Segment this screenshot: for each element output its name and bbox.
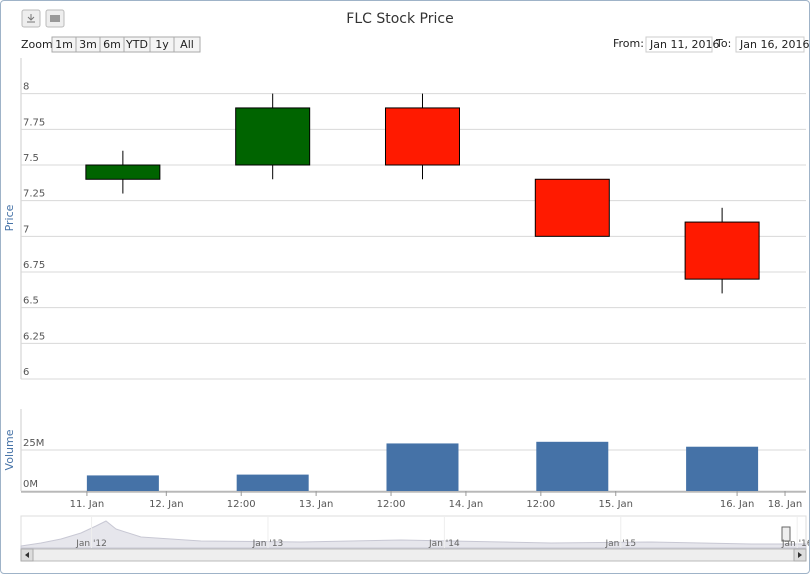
navigator-tick-label: Jan '14 [428,539,460,549]
zoom-button-label: 3m [79,38,97,51]
to-input[interactable] [735,36,805,53]
from-label: From: [613,37,644,50]
to-label: To: [715,37,731,50]
y-tick-label: 6.5 [23,296,39,307]
from-value: Jan 11, 2016 [649,38,719,51]
zoom-label: Zoom [21,38,53,51]
volume-bar [86,475,159,491]
volume-bar [686,446,759,491]
x-tick-label: 18. Jan [768,499,803,510]
x-tick-label: 16. Jan [720,499,755,510]
candle-body [684,221,760,280]
y-tick-label: 0M [23,479,38,490]
navigator-handle[interactable] [781,526,791,542]
zoom-button-label: 1m [55,38,73,51]
x-tick-label: 11. Jan [70,499,105,510]
x-tick-label: 12. Jan [149,499,184,510]
print-icon [50,15,60,22]
volume-axis-title: Volume [3,429,16,470]
candle-body [85,164,161,180]
to-value: Jan 16, 2016 [739,38,809,51]
x-tick-label: 12:00 [377,499,406,510]
x-tick-label: 12:00 [526,499,555,510]
navigator-tick-label: Jan '12 [75,539,107,549]
navigator-series [20,520,807,549]
x-tick-label: 14. Jan [449,499,484,510]
zoom-button[interactable] [173,36,201,53]
y-tick-label: 25M [23,438,44,449]
y-tick-label: 6 [23,367,29,378]
navigator-tick-label: Jan '15 [604,539,636,549]
x-tick-label: 13. Jan [299,499,334,510]
y-tick-label: 6.25 [23,331,45,342]
from-input[interactable] [645,36,713,53]
volume-bar [536,441,609,491]
volume-bar [386,443,459,491]
y-axis-title: Price [3,204,16,231]
export-icon [27,14,35,23]
candle-body [235,107,311,166]
navigator-tick-label: Jan '13 [252,539,284,549]
candle-body [384,107,460,166]
x-tick-label: 12:00 [227,499,256,510]
candle-body [534,178,610,237]
y-tick-label: 6.75 [23,260,45,271]
scroll-left-arrow [25,552,29,558]
chart-title: FLC Stock Price [346,11,453,27]
zoom-button-label: 6m [103,38,121,51]
x-tick-label: 15. Jan [598,499,633,510]
zoom-button-label: YTD [125,38,148,51]
zoom-button-label: 1y [155,38,169,51]
volume-bar [236,474,309,491]
zoom-button-label: All [180,38,194,51]
navigator-tick-label: Jan '16 [781,539,809,549]
y-tick-label: 8 [23,82,29,93]
scroll-right-arrow [798,552,802,558]
y-tick-label: 7 [23,224,29,235]
y-tick-label: 7.25 [23,189,45,200]
scrollbar[interactable] [20,548,807,562]
y-tick-label: 7.75 [23,117,45,128]
y-tick-label: 7.5 [23,153,39,164]
